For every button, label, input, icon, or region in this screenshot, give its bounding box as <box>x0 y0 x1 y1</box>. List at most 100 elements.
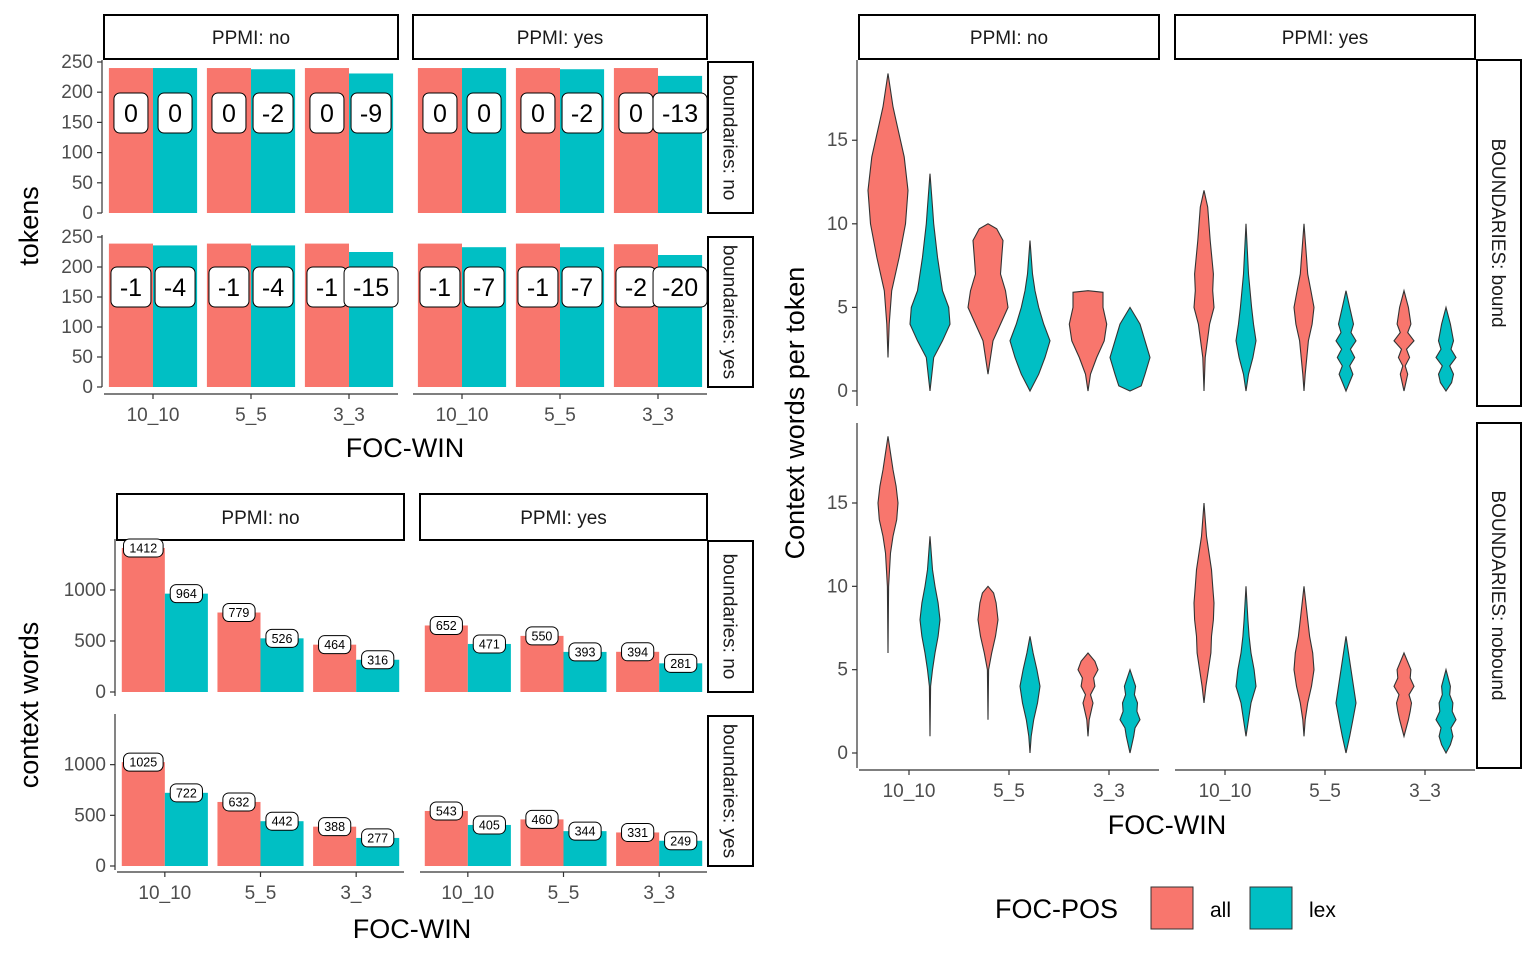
x-tick-label: 10_10 <box>883 781 936 802</box>
data-label: 722 <box>176 786 197 800</box>
facet-strip <box>412 14 708 60</box>
data-label: 331 <box>627 826 648 840</box>
data-label-box <box>472 634 506 654</box>
y-tick-label: 10 <box>827 576 848 597</box>
data-label: 471 <box>479 637 500 651</box>
data-label-box <box>422 92 458 134</box>
data-label: -13 <box>662 100 698 128</box>
data-label: 0 <box>124 100 138 128</box>
data-label-box <box>169 584 203 604</box>
data-label-box <box>664 831 698 851</box>
data-label: 344 <box>575 825 596 839</box>
facet-strip <box>1476 59 1522 407</box>
bar-all <box>108 68 153 213</box>
bar-lex <box>251 69 296 213</box>
data-label: 281 <box>670 657 691 671</box>
data-label: 526 <box>272 632 293 646</box>
data-label: 0 <box>629 100 643 128</box>
data-label-box <box>664 653 698 673</box>
data-label-box <box>110 266 152 308</box>
x-axis-title: FOC-WIN <box>346 433 464 463</box>
data-label: -4 <box>164 274 186 302</box>
bar-all <box>121 547 165 692</box>
data-label: 1025 <box>129 756 157 770</box>
y-tick-label: 50 <box>72 347 93 368</box>
y-axis-title: tokens <box>14 186 44 266</box>
data-label: 0 <box>433 100 447 128</box>
bar-all <box>217 801 261 866</box>
x-tick-label: 10_10 <box>436 405 489 426</box>
violin-lex <box>1435 305 1457 392</box>
bar-all <box>613 68 658 213</box>
data-label-box <box>252 266 294 308</box>
data-label: 779 <box>229 606 250 620</box>
y-tick-label: 100 <box>61 317 93 338</box>
data-label: 0 <box>477 100 491 128</box>
data-label: 394 <box>627 645 648 659</box>
bar-all <box>121 762 165 866</box>
bar-all <box>515 68 560 213</box>
y-tick-label: 0 <box>82 377 93 398</box>
legend-title: FOC-POS <box>995 894 1118 924</box>
y-tick-label: 50 <box>72 173 93 194</box>
tokens-chart: PPMI: no PPMI: yes boundaries: no boundarie… <box>14 14 754 463</box>
data-label: 0 <box>222 100 236 128</box>
y-tick-label: 1000 <box>64 580 106 601</box>
data-label-box <box>309 92 345 134</box>
bar-all <box>206 68 251 213</box>
data-label-box <box>568 642 602 662</box>
x-tick-label: 10_10 <box>138 883 191 904</box>
data-label: 632 <box>229 795 250 809</box>
data-label: 393 <box>575 645 596 659</box>
facet-strip-label: PPMI: no <box>212 28 290 49</box>
y-tick-label: 500 <box>74 631 106 652</box>
data-label-box <box>169 783 203 803</box>
x-tick-label: 3_3 <box>340 883 372 904</box>
data-label-box <box>154 266 196 308</box>
legend-swatch-all <box>1150 886 1194 930</box>
data-label: -2 <box>262 100 284 128</box>
data-label: 249 <box>670 834 691 848</box>
bar-all <box>424 625 468 692</box>
data-label: 550 <box>532 629 553 643</box>
bar-lex <box>560 69 605 213</box>
violin-all <box>867 73 909 358</box>
bar-all <box>613 244 658 387</box>
data-label: -2 <box>571 100 593 128</box>
bar-all <box>108 243 153 387</box>
bar-all <box>304 68 349 213</box>
facet-strip-label: PPMI: yes <box>520 508 607 529</box>
violin-lex <box>1335 636 1357 754</box>
y-tick-label: 200 <box>61 257 93 278</box>
data-label: -1 <box>527 274 549 302</box>
y-tick-label: 0 <box>95 682 106 703</box>
y-tick-label: 5 <box>837 297 848 318</box>
facet-strip-label: BOUNDARIES: bound <box>1487 138 1508 327</box>
y-tick-label: 0 <box>82 203 93 224</box>
data-label-box <box>621 642 655 662</box>
data-label-box <box>113 92 149 134</box>
facet-strip-label: boundaries: no <box>719 75 740 201</box>
y-tick-label: 15 <box>827 493 848 514</box>
y-tick-label: 5 <box>837 660 848 681</box>
data-label-box <box>123 538 164 558</box>
data-label-box <box>211 92 247 134</box>
violin-lex <box>909 173 951 392</box>
y-tick-label: 1000 <box>64 755 106 776</box>
violin-lex <box>1235 223 1257 392</box>
violin-lex <box>1435 667 1457 755</box>
facet-strip <box>1476 422 1522 769</box>
bar-all <box>417 68 462 213</box>
y-axis-title: context words <box>14 622 44 789</box>
legend: FOC-POS all lex <box>995 886 1336 930</box>
data-label-box <box>361 828 395 848</box>
facet-strip <box>707 715 754 867</box>
bar-lex <box>164 593 208 692</box>
data-label-box <box>157 92 193 134</box>
data-label-box <box>350 92 392 134</box>
data-label: -20 <box>662 274 698 302</box>
bar-all <box>304 243 349 387</box>
bar-lex <box>164 792 208 866</box>
data-label: 1412 <box>129 541 157 555</box>
data-label: -1 <box>120 274 142 302</box>
